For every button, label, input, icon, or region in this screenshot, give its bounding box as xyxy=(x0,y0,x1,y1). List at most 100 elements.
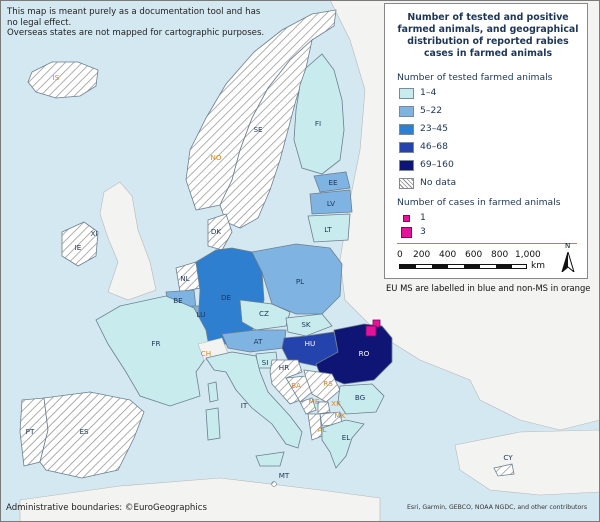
country-mt xyxy=(271,481,277,487)
label-mk: MK xyxy=(335,411,346,420)
country-it xyxy=(205,351,303,449)
eu-note: EU MS are labelled in blue and non-MS in… xyxy=(386,283,591,293)
country-ie xyxy=(61,221,99,267)
label-lv: LV xyxy=(327,199,335,208)
tested-heading: Number of tested farmed animals xyxy=(397,72,553,83)
label-es: ES xyxy=(79,427,89,436)
legend-swatch xyxy=(399,106,414,117)
label-si: SI xyxy=(262,358,269,367)
label-hr: HR xyxy=(279,363,289,372)
credits: Administrative boundaries: ©EuroGeograph… xyxy=(6,503,207,513)
legend-label: 69–160 xyxy=(420,159,454,170)
label-fi: FI xyxy=(315,119,321,128)
label-ee: EE xyxy=(328,178,338,187)
scale-tick: 400 xyxy=(439,250,457,260)
label-is: IS xyxy=(53,73,60,82)
country-dk xyxy=(207,213,233,251)
label-ch: CH xyxy=(201,349,211,358)
legend-swatch xyxy=(399,88,414,99)
label-xi: XI xyxy=(90,229,97,238)
label-dk: DK xyxy=(211,227,222,236)
country-fr xyxy=(95,295,211,407)
island-sicily xyxy=(255,451,285,467)
country-pl xyxy=(251,243,343,315)
country-cy xyxy=(493,463,515,477)
label-mt: MT xyxy=(279,471,290,480)
label-sk: SK xyxy=(301,320,311,329)
island-sardinia xyxy=(205,407,221,441)
legend-label: 3 xyxy=(420,226,426,237)
scale-tick: 200 xyxy=(413,250,431,260)
legend-label: 5–22 xyxy=(420,105,443,116)
disclaimer-line: no legal effect. xyxy=(7,17,72,28)
label-hu: HU xyxy=(305,339,316,348)
country-cz xyxy=(239,299,291,331)
legend-label: 23–45 xyxy=(420,123,448,134)
country-xk xyxy=(317,401,331,415)
label-cy: CY xyxy=(503,453,513,462)
label-se: SE xyxy=(253,125,263,134)
country-gb xyxy=(99,181,157,301)
label-pl: PL xyxy=(296,277,304,286)
label-xk: XK xyxy=(331,399,341,408)
label-el: EL xyxy=(342,433,351,442)
case-swatch xyxy=(401,227,412,238)
case-marker-3 xyxy=(365,325,377,337)
cases-heading: Number of cases in farmed animals xyxy=(397,197,561,208)
disclaimer-line: This map is meant purely as a documentat… xyxy=(7,7,261,17)
label-al: AL xyxy=(318,425,327,434)
label-rs: RS xyxy=(323,379,333,388)
island-corsica xyxy=(207,381,219,403)
scale-bar-graphic xyxy=(399,264,527,269)
legend-title: Number of tested and positive farmed ani… xyxy=(397,12,579,59)
legend-swatch xyxy=(399,178,414,189)
land-africa xyxy=(19,477,381,522)
label-ba: BA xyxy=(291,381,301,390)
legend-label: 46–68 xyxy=(420,141,448,152)
label-it: IT xyxy=(241,401,248,410)
country-fi xyxy=(293,53,345,175)
label-ro: RO xyxy=(359,349,370,358)
label-bg: BG xyxy=(355,393,365,402)
legend-label: 1–4 xyxy=(420,87,437,98)
north-label: N xyxy=(565,242,571,250)
legend-label: 1 xyxy=(420,212,426,223)
scale-tick: 800 xyxy=(491,250,509,260)
legend-swatch xyxy=(399,142,414,153)
country-lv xyxy=(309,189,353,215)
country-lt xyxy=(307,213,351,243)
land-turkey xyxy=(454,429,600,496)
scale-bar: 0 200 400 600 800 1,000 km N xyxy=(397,242,585,276)
country-sk xyxy=(285,313,333,337)
label-at: AT xyxy=(254,337,263,346)
disclaimer-line: Overseas states are not mapped for carto… xyxy=(7,28,265,38)
country-bg xyxy=(337,383,385,415)
attribution: Esri, Garmin, GEBCO, NOAA NGDC, and othe… xyxy=(407,504,588,511)
label-de: DE xyxy=(221,293,232,302)
country-es xyxy=(39,391,145,479)
legend-label: No data xyxy=(420,177,457,188)
label-cz: CZ xyxy=(259,309,269,318)
country-el xyxy=(321,419,365,469)
label-me: ME xyxy=(309,397,320,406)
country-is xyxy=(27,61,99,99)
scale-tick: 600 xyxy=(465,250,483,260)
case-marker-1 xyxy=(372,319,381,328)
disclaimer: This map is meant purely as a documentat… xyxy=(7,7,264,39)
case-swatch xyxy=(403,215,410,222)
legend-divider xyxy=(397,243,577,244)
label-fr: FR xyxy=(151,339,160,348)
label-ie: IE xyxy=(75,243,82,252)
label-lt: LT xyxy=(324,225,332,234)
scale-tick: 0 xyxy=(397,250,403,260)
label-be: BE xyxy=(173,296,183,305)
label-nl: NL xyxy=(180,274,189,283)
north-arrow-icon xyxy=(561,252,575,272)
legend-swatch xyxy=(399,160,414,171)
country-ee xyxy=(313,171,351,193)
scale-tick: 1,000 xyxy=(515,250,541,260)
legend-swatch xyxy=(399,124,414,135)
legend-panel: Number of tested and positive farmed ani… xyxy=(384,3,588,279)
label-pt: PT xyxy=(26,427,35,436)
country-me xyxy=(299,397,317,415)
